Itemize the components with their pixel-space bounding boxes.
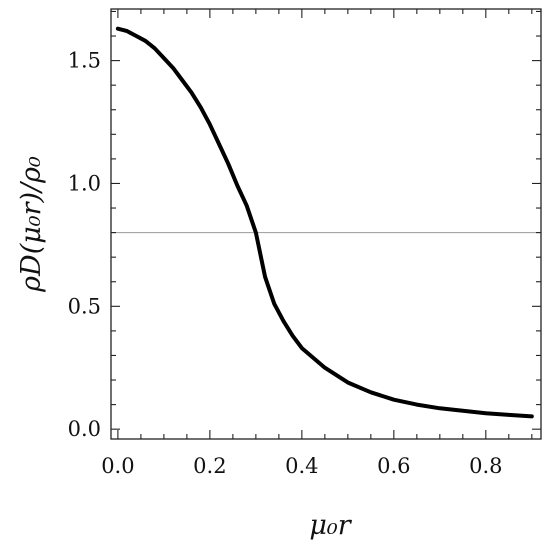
x-tick-label: 0.6 (377, 454, 410, 478)
x-axis-title: μ₀r (309, 510, 352, 541)
y-tick-label: 0.0 (68, 417, 101, 441)
x-tick-label: 0.8 (469, 454, 502, 478)
y-tick-label: 1.5 (68, 49, 101, 73)
plot-frame (110, 8, 542, 440)
y-tick-label: 0.5 (68, 294, 101, 318)
x-tick-label: 0.4 (285, 454, 318, 478)
x-tick-label: 0.2 (193, 454, 226, 478)
x-tick-label: 0.0 (101, 454, 134, 478)
y-tick-label: 1.0 (68, 171, 101, 195)
y-axis-title: ρD(μ₀r)/ρ₀ (16, 156, 47, 293)
series-line (115, 26, 534, 419)
